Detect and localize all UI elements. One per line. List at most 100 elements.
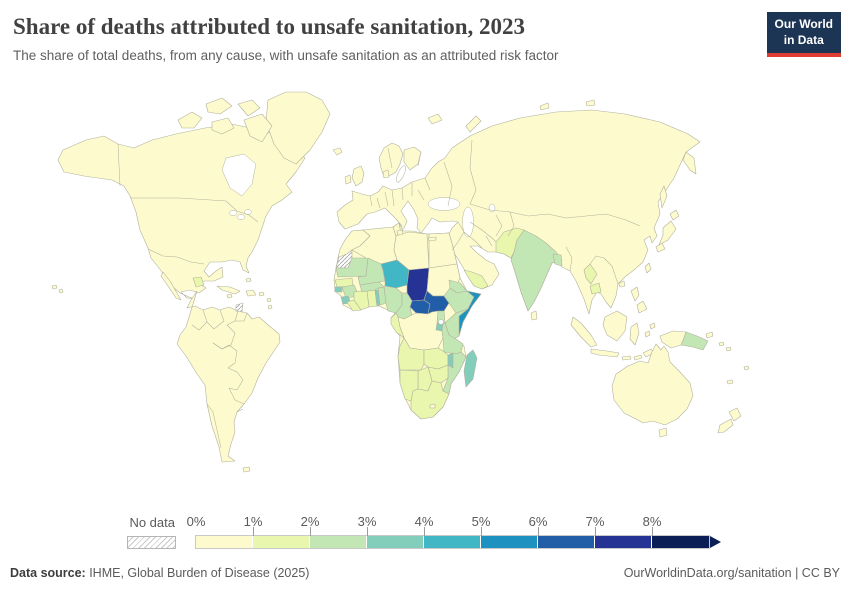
island-philippines[interactable] (636, 300, 648, 314)
landmass-denmark[interactable] (382, 169, 390, 179)
island-java[interactable] (590, 348, 620, 358)
landmass-australia[interactable] (611, 343, 694, 426)
peninsula-kamchatka[interactable] (682, 151, 697, 175)
island-fiji[interactable] (743, 365, 750, 371)
country-mozambique[interactable] (442, 351, 467, 395)
legend-band-segment-2[interactable] (310, 536, 367, 548)
owid-logo-line2: in Data (783, 32, 824, 47)
country-papua-new-guinea[interactable] (680, 331, 709, 351)
island-moluccas[interactable] (649, 322, 656, 330)
island-cuba[interactable] (216, 285, 241, 295)
legend-band-segment-8[interactable] (652, 536, 709, 548)
country-egypt[interactable] (428, 232, 458, 269)
country-south-africa[interactable] (410, 380, 450, 420)
legend-tick-label-5: 5% (471, 514, 491, 529)
island-hispaniola[interactable] (245, 289, 257, 297)
island-taiwan[interactable] (644, 262, 652, 274)
island-jamaica[interactable] (226, 293, 233, 299)
island-iceland[interactable] (332, 147, 343, 156)
island-sicily[interactable] (396, 229, 404, 236)
country-laos[interactable] (583, 263, 598, 285)
island-siberian[interactable] (585, 99, 596, 107)
island-ireland[interactable] (344, 174, 352, 185)
legend-band-segment-1[interactable] (253, 536, 310, 548)
legend-band-segment-0[interactable] (196, 536, 253, 548)
island-new-zealand-north[interactable] (728, 407, 742, 422)
island-japan-kyushu[interactable] (655, 242, 666, 253)
island-sri-lanka[interactable] (530, 310, 538, 321)
landmass-baja-california[interactable] (160, 271, 182, 301)
hudson-bay (221, 153, 257, 197)
country-cambodia[interactable] (589, 282, 602, 295)
island-tasmania[interactable] (658, 427, 668, 438)
legend-band-segment-5[interactable] (481, 536, 538, 548)
island-siberian[interactable] (539, 102, 550, 111)
country-yemen[interactable] (463, 269, 489, 290)
country-india[interactable] (510, 229, 563, 312)
country-guinea-bissau[interactable] (334, 286, 343, 293)
island-puerto-rico[interactable] (258, 291, 265, 297)
island-crete[interactable] (427, 236, 437, 242)
island-bahamas[interactable] (245, 277, 252, 283)
island-antilles[interactable] (267, 304, 273, 310)
country-south-sudan[interactable] (423, 290, 450, 315)
internal-borders (117, 139, 641, 449)
legend-tick-label-1: 1% (243, 514, 263, 529)
legend-tick-mark (595, 527, 596, 536)
country-congo-gabon[interactable] (390, 312, 405, 339)
island-borneo[interactable] (602, 310, 628, 342)
landmass-greenland[interactable] (265, 91, 331, 165)
island-lesser-sunda[interactable] (621, 355, 632, 361)
region-french-guiana[interactable] (235, 302, 244, 313)
legend-band-segment-7[interactable] (595, 536, 652, 548)
country-burkina-faso[interactable] (359, 281, 385, 293)
island-japan-hokkaido[interactable] (669, 209, 680, 221)
island-lesser-sunda[interactable] (633, 354, 643, 361)
arctic-island[interactable] (237, 99, 261, 117)
island-new-caledonia[interactable] (726, 379, 734, 385)
island-hawaii[interactable] (58, 288, 64, 294)
baltic-sea (396, 165, 406, 183)
arctic-island[interactable] (177, 111, 203, 129)
island-sumatra[interactable] (570, 316, 598, 348)
island-novaya-zemlya[interactable] (465, 115, 482, 133)
legend-tick-mark (481, 527, 482, 536)
island-new-zealand-south[interactable] (717, 418, 734, 434)
island-antilles[interactable] (266, 297, 272, 303)
island-sakhalin[interactable] (659, 185, 668, 209)
map-legend: No data 0% 1% 2% 3% 4% 5% 6% 7% 8% (0, 510, 780, 556)
country-madagascar[interactable] (463, 349, 478, 388)
island-falklands[interactable] (242, 466, 251, 473)
arctic-island[interactable] (205, 97, 233, 115)
island-hainan[interactable] (618, 280, 626, 288)
legend-no-data-swatch[interactable] (127, 536, 176, 549)
footer-link[interactable]: OurWorldinData.org/sanitation | CC BY (623, 566, 840, 580)
island-sulawesi[interactable] (629, 322, 640, 346)
island-great-britain[interactable] (351, 165, 365, 187)
island-hawaii[interactable] (51, 284, 58, 290)
country-pakistan[interactable] (495, 227, 525, 259)
arctic-island-baffin[interactable] (243, 113, 273, 143)
legend-band-segment-4[interactable] (424, 536, 481, 548)
island-solomons[interactable] (725, 346, 732, 352)
island-moluccas[interactable] (644, 330, 651, 338)
legend-band-segment-6[interactable] (538, 536, 595, 548)
landmass-north-america[interactable] (57, 123, 306, 300)
island-japan-honshu[interactable] (658, 220, 677, 246)
country-guatemala[interactable] (192, 276, 205, 288)
arctic-island-victoria[interactable] (211, 117, 235, 135)
landmass-south-america[interactable] (176, 290, 281, 463)
legend-tick-mark (538, 527, 539, 536)
owid-logo[interactable]: Our World in Data (766, 12, 841, 58)
island-new-britain[interactable] (705, 331, 714, 339)
country-bangladesh[interactable] (552, 253, 563, 267)
legend-band-segment-3[interactable] (367, 536, 424, 548)
data-source-note: Data source: IHME, Global Burden of Dise… (10, 566, 309, 580)
island-svalbard[interactable] (427, 113, 443, 125)
country-lesotho[interactable] (429, 403, 436, 409)
landmass-finland[interactable] (403, 146, 422, 171)
island-philippines[interactable] (630, 286, 640, 302)
island-solomons[interactable] (718, 341, 725, 347)
